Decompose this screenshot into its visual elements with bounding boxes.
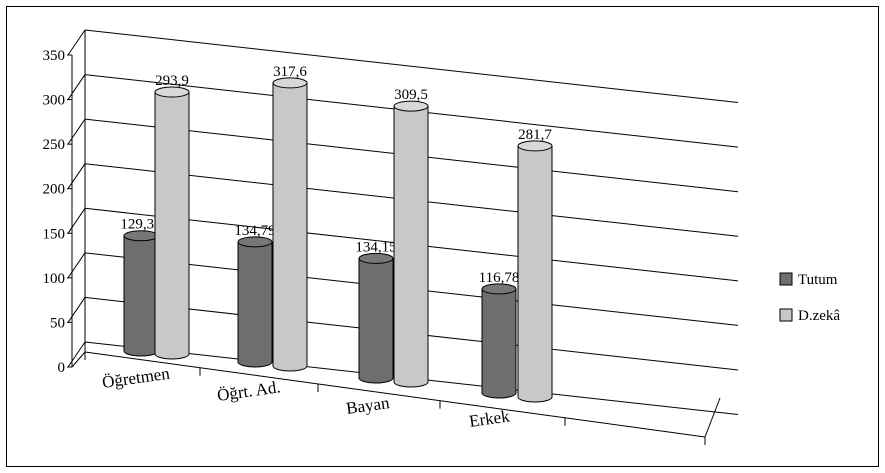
gridline-side — [67, 208, 86, 234]
bar-dzek-1: 317,6 — [272, 64, 308, 372]
category-label: Öğretmen — [101, 364, 171, 392]
cylinder-top — [517, 140, 553, 152]
y-tick-label: 350 — [43, 48, 66, 64]
cylinder-top — [393, 100, 429, 112]
bar-dzek-2: 309,5 — [393, 87, 429, 388]
y-tick-label: 250 — [43, 137, 66, 153]
cylinder-top — [272, 77, 308, 89]
y-tick-label: 200 — [43, 182, 66, 198]
gridline-side — [67, 297, 86, 323]
cylinder-top — [154, 86, 190, 98]
bar-dzek-0: 293,9 — [154, 73, 190, 360]
data-label: 293,9 — [155, 73, 189, 89]
floor-front-edge — [84, 351, 706, 438]
data-label: 134,79 — [234, 223, 275, 239]
y-tick-label: 100 — [43, 271, 66, 287]
data-label: 309,5 — [394, 87, 428, 103]
y-tick-label: 150 — [43, 226, 66, 242]
cylinder-body — [237, 241, 273, 368]
y-tick-label: 0 — [58, 360, 66, 376]
category-label: Erkek — [468, 406, 511, 431]
cylinder-body — [272, 82, 308, 372]
y-tick-label: 50 — [50, 315, 65, 331]
bar-tutum-3: 116,78 — [479, 270, 520, 399]
legend-label: D.zekâ — [798, 308, 840, 324]
bar-tutum-1: 134,79 — [234, 223, 276, 368]
cylinder-body — [517, 145, 553, 403]
cylinder-body — [123, 235, 159, 357]
data-label: 317,6 — [273, 64, 307, 80]
bar-tutum-0: 129,33 — [120, 217, 162, 357]
legend-swatch — [779, 308, 793, 322]
floor-right-edge — [704, 397, 721, 438]
cylinder-body — [154, 91, 190, 360]
cylinder-top — [358, 252, 394, 264]
legend: Tutum D.zekâ — [779, 272, 840, 324]
category-label: Öğrt. Ad. — [216, 377, 282, 405]
data-label: 281,7 — [518, 127, 552, 143]
bars: 129,33 134,79 134,15 116,78 293,9 317,6 309,5 2… — [120, 64, 553, 403]
legend-swatch — [779, 272, 793, 286]
bar-tutum-2: 134,15 — [355, 239, 397, 384]
y-axis-ticks: 0 50 100 150 200 250 300 350 — [43, 48, 66, 376]
gridline — [84, 29, 739, 104]
cylinder-body — [481, 288, 517, 399]
category-label: Bayan — [345, 393, 391, 418]
cylinder-body — [358, 257, 394, 384]
data-label: 129,33 — [120, 217, 161, 233]
category-labels: Öğretmen Öğrt. Ad. Bayan Erkek — [101, 364, 511, 431]
gridline-side — [67, 29, 86, 56]
cylinder-top — [237, 236, 273, 248]
cylinder-top — [481, 283, 517, 295]
gridline-side — [67, 118, 86, 145]
cylinder-body — [393, 105, 429, 388]
gridline-side — [67, 341, 86, 368]
bar-dzek-3: 281,7 — [517, 127, 553, 403]
legend-label: Tutum — [798, 272, 838, 288]
gridline-side — [67, 252, 86, 279]
floor-left-edge — [71, 351, 86, 368]
gridline-side — [67, 163, 86, 189]
data-label: 116,78 — [479, 270, 520, 286]
gridline-side — [67, 74, 86, 100]
data-label: 134,15 — [355, 239, 396, 255]
y-tick-label: 300 — [43, 93, 66, 109]
